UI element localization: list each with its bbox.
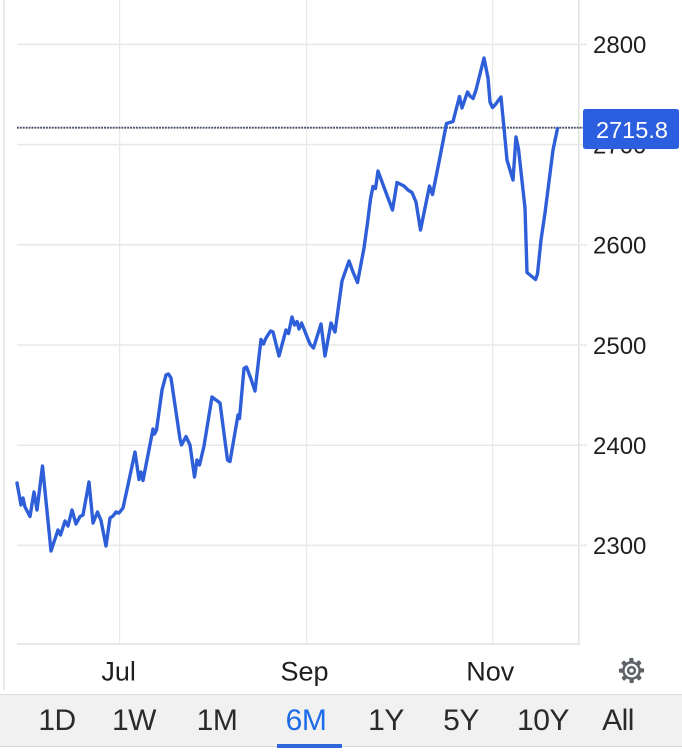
svg-text:2800: 2800 [593, 32, 646, 59]
svg-text:Sep: Sep [280, 657, 328, 687]
svg-text:2600: 2600 [593, 233, 646, 260]
svg-text:2715.8: 2715.8 [596, 117, 668, 143]
svg-text:2500: 2500 [593, 333, 646, 360]
svg-text:Jul: Jul [101, 657, 136, 687]
svg-text:Nov: Nov [466, 657, 515, 687]
svg-text:2400: 2400 [593, 433, 646, 460]
svg-text:2300: 2300 [593, 533, 646, 560]
